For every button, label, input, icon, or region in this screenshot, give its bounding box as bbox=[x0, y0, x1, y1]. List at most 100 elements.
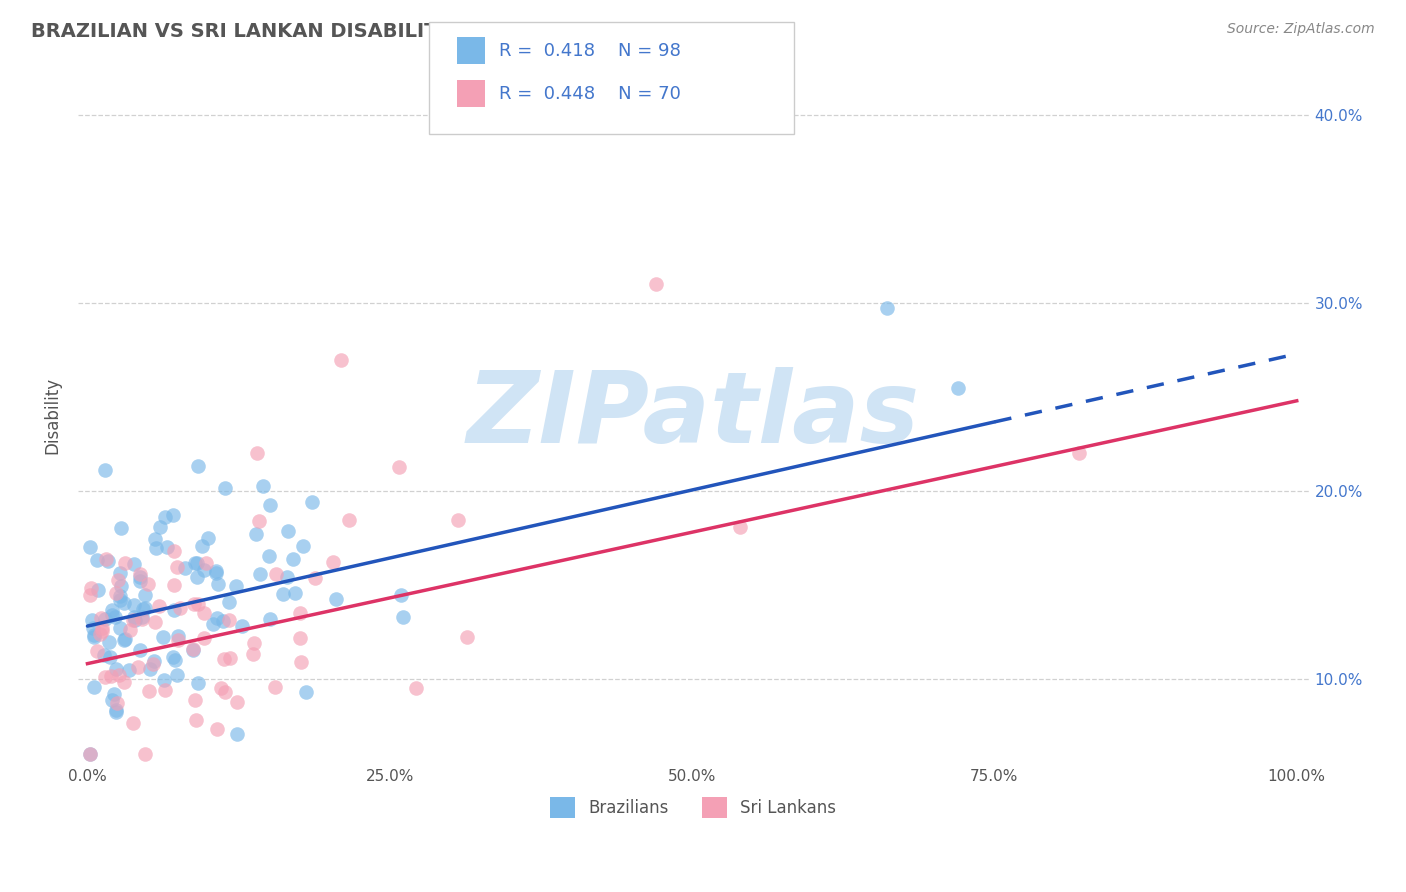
Point bbox=[79, 747, 101, 761]
Text: BRAZILIAN VS SRI LANKAN DISABILITY CORRELATION CHART: BRAZILIAN VS SRI LANKAN DISABILITY CORRE… bbox=[31, 22, 692, 41]
Point bbox=[97, 553, 120, 567]
Point bbox=[247, 514, 270, 528]
Point bbox=[114, 632, 136, 647]
Point bbox=[284, 586, 307, 600]
Point bbox=[387, 459, 409, 474]
Point bbox=[131, 610, 153, 624]
Point bbox=[295, 685, 318, 699]
Point bbox=[143, 532, 166, 546]
Point bbox=[249, 567, 271, 582]
Point bbox=[110, 579, 132, 593]
Point bbox=[226, 727, 249, 741]
Point bbox=[193, 606, 215, 620]
Point bbox=[174, 561, 197, 575]
Text: Source: ZipAtlas.com: Source: ZipAtlas.com bbox=[1227, 22, 1375, 37]
Point bbox=[447, 513, 470, 527]
Point bbox=[257, 549, 280, 563]
Point bbox=[90, 611, 112, 625]
Point bbox=[103, 687, 125, 701]
Point bbox=[162, 650, 184, 665]
Point bbox=[252, 479, 274, 493]
Point bbox=[138, 662, 160, 676]
Point bbox=[93, 648, 115, 662]
Point bbox=[259, 611, 281, 625]
Point bbox=[218, 613, 240, 627]
Point bbox=[122, 599, 145, 613]
Point bbox=[456, 630, 478, 644]
Point bbox=[163, 578, 186, 592]
Point bbox=[193, 631, 215, 645]
Point bbox=[187, 675, 209, 690]
Point bbox=[193, 563, 215, 577]
Point bbox=[118, 623, 141, 637]
Point bbox=[288, 607, 311, 621]
Point bbox=[264, 566, 287, 581]
Point bbox=[134, 588, 156, 602]
Point bbox=[122, 613, 145, 627]
Point bbox=[730, 520, 752, 534]
Point bbox=[134, 601, 156, 615]
Point bbox=[96, 552, 118, 566]
Point bbox=[166, 560, 188, 574]
Point bbox=[107, 696, 129, 710]
Point bbox=[86, 553, 108, 567]
Point bbox=[124, 614, 146, 628]
Point bbox=[82, 621, 104, 635]
Point bbox=[325, 591, 347, 606]
Point bbox=[149, 520, 172, 534]
Point bbox=[183, 597, 205, 611]
Point bbox=[108, 622, 131, 636]
Y-axis label: Disability: Disability bbox=[44, 377, 60, 454]
Point bbox=[204, 566, 226, 580]
Point bbox=[162, 508, 184, 522]
Point bbox=[187, 597, 209, 611]
Point bbox=[110, 521, 132, 535]
Point bbox=[101, 607, 124, 622]
Point bbox=[186, 556, 208, 570]
Point bbox=[166, 633, 188, 648]
Point bbox=[142, 657, 165, 672]
Point bbox=[79, 540, 101, 554]
Point bbox=[214, 684, 236, 698]
Point bbox=[80, 613, 103, 627]
Point bbox=[259, 498, 281, 512]
Point bbox=[281, 552, 304, 566]
Point bbox=[218, 595, 240, 609]
Point bbox=[127, 660, 149, 674]
Point bbox=[214, 652, 236, 666]
Point bbox=[304, 571, 326, 585]
Point bbox=[322, 555, 344, 569]
Point bbox=[100, 669, 122, 683]
Point bbox=[83, 680, 105, 694]
Text: R =  0.448    N = 70: R = 0.448 N = 70 bbox=[499, 85, 681, 103]
Point bbox=[186, 569, 208, 583]
Point bbox=[118, 663, 141, 677]
Point bbox=[330, 352, 353, 367]
Text: R =  0.418    N = 98: R = 0.418 N = 98 bbox=[499, 42, 681, 60]
Point bbox=[122, 609, 145, 624]
Point bbox=[112, 596, 135, 610]
Point bbox=[163, 544, 186, 558]
Point bbox=[337, 513, 360, 527]
Point bbox=[245, 527, 267, 541]
Point bbox=[644, 277, 666, 292]
Point bbox=[184, 692, 207, 706]
Point bbox=[108, 589, 131, 603]
Point bbox=[225, 579, 247, 593]
Point bbox=[205, 564, 228, 578]
Point bbox=[276, 570, 298, 584]
Point bbox=[392, 610, 415, 624]
Point bbox=[155, 682, 177, 697]
Point bbox=[209, 681, 232, 696]
Point bbox=[122, 557, 145, 571]
Point bbox=[186, 713, 208, 727]
Point bbox=[83, 631, 105, 645]
Point bbox=[301, 495, 323, 509]
Point bbox=[112, 675, 135, 690]
Point bbox=[946, 381, 969, 395]
Point bbox=[166, 668, 188, 682]
Point bbox=[91, 621, 114, 635]
Point bbox=[107, 573, 129, 587]
Point bbox=[186, 459, 208, 474]
Point bbox=[152, 631, 174, 645]
